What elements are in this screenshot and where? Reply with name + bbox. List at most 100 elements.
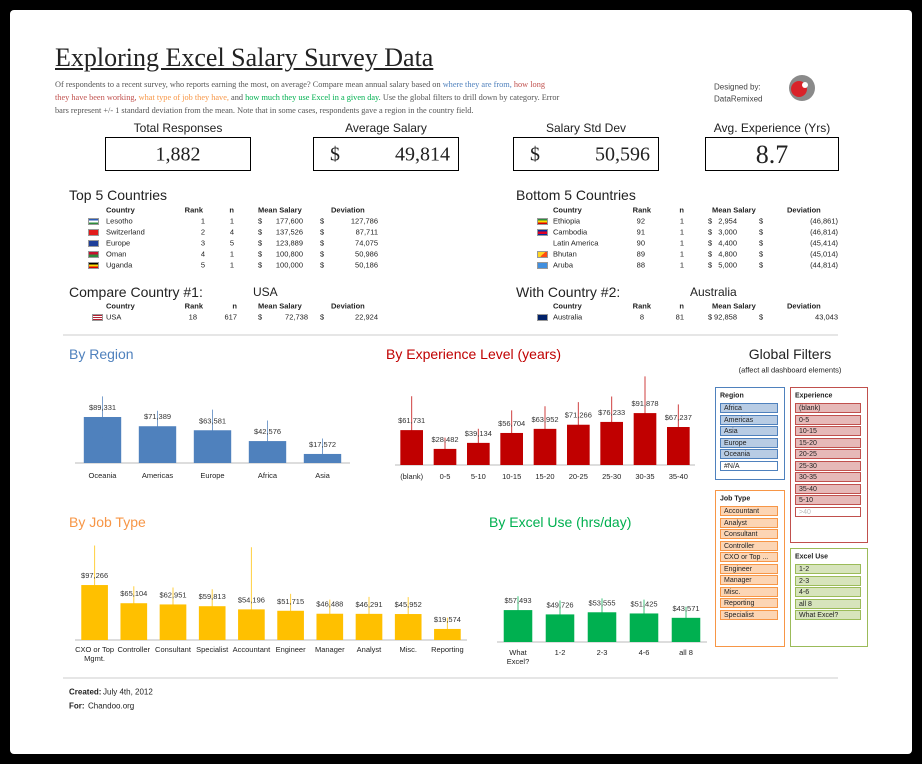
category-label: Controller bbox=[117, 645, 151, 654]
table-cell: Uganda bbox=[106, 260, 133, 270]
chart-title: By Experience Level (years) bbox=[386, 346, 562, 362]
slicer-item[interactable]: 15-20 bbox=[795, 437, 861, 448]
category-label: Specialist bbox=[196, 645, 229, 654]
category-label: Oceania bbox=[88, 471, 117, 480]
slicer-item[interactable]: What Excel? bbox=[795, 610, 861, 620]
kpi-box bbox=[313, 137, 459, 171]
table-cell: (45,414) bbox=[810, 238, 838, 248]
category-label: 1-2 bbox=[554, 648, 566, 657]
category-label: Manager bbox=[314, 645, 345, 654]
slicer-item[interactable]: 1-2 bbox=[795, 564, 861, 574]
category-label: 10-15 bbox=[502, 472, 522, 481]
intro-text: and bbox=[231, 93, 244, 102]
slicer: Experience (blank) 0-5 10-15 15-20 20-25 25-30… bbox=[790, 387, 868, 543]
table-cell: 137,526 bbox=[275, 227, 303, 237]
value-label: $39,134 bbox=[465, 429, 492, 438]
slicer-item[interactable]: Accountant bbox=[720, 506, 778, 516]
value-label: $43,571 bbox=[672, 604, 699, 613]
slicer-item[interactable]: 35-40 bbox=[795, 483, 861, 494]
filters-subtitle: (affect all dashboard elements) bbox=[738, 365, 842, 375]
kpi-box bbox=[705, 137, 839, 171]
column-header: n bbox=[679, 205, 684, 215]
column-header: Rank bbox=[632, 205, 651, 215]
slicer-item[interactable]: #N/A bbox=[720, 460, 778, 471]
value-label: $71,389 bbox=[144, 412, 171, 421]
slicer-item[interactable]: Europe bbox=[720, 437, 778, 448]
slicer-item[interactable]: all 8 bbox=[795, 598, 861, 609]
column-header: Deviation bbox=[331, 301, 365, 311]
column-header: Mean Salary bbox=[712, 301, 756, 311]
table-cell: 92,858 bbox=[714, 312, 737, 322]
slicer-title: Experience bbox=[795, 392, 833, 400]
value-label: $42,576 bbox=[254, 427, 281, 436]
column-header: Mean Salary bbox=[712, 205, 756, 215]
intro-text: how long they have been working, bbox=[55, 80, 545, 102]
slicer-item[interactable]: Analyst bbox=[720, 517, 778, 528]
category-label: Africa bbox=[257, 471, 278, 480]
created-date: July 4th, 2012 bbox=[103, 687, 153, 697]
slicer-item[interactable]: Reporting bbox=[720, 598, 778, 608]
table-cell: 100,000 bbox=[275, 260, 303, 270]
slicer-item[interactable]: Manager bbox=[720, 575, 778, 585]
category-label: 30-35 bbox=[635, 472, 655, 481]
category-label: CXO or Top Mgmt. bbox=[75, 645, 115, 663]
slicer-item[interactable]: (blank) bbox=[795, 403, 861, 413]
table-cell: 1 bbox=[679, 216, 684, 226]
column-header: Deviation bbox=[787, 301, 821, 311]
value-label: $45,952 bbox=[395, 600, 422, 609]
designer: DataRemixed bbox=[714, 94, 763, 104]
flag bbox=[537, 261, 548, 269]
currency-sign: $ bbox=[258, 249, 263, 259]
slicer-item[interactable]: Asia bbox=[720, 426, 778, 436]
table-cell: 1 bbox=[200, 216, 205, 226]
column-header: n bbox=[232, 301, 237, 311]
table-cell: 8 bbox=[639, 312, 644, 322]
currency-sign: $ bbox=[320, 249, 325, 259]
slicer-item[interactable]: 2-3 bbox=[795, 575, 861, 586]
slicer-item[interactable]: Specialist bbox=[720, 609, 778, 620]
value-label: $51,425 bbox=[630, 599, 657, 608]
table-cell: Latin America bbox=[553, 238, 599, 248]
kpi-label: Total Responses bbox=[133, 121, 223, 135]
table-cell: Bhutan bbox=[553, 249, 577, 259]
currency-sign: $ bbox=[708, 312, 713, 322]
slicer-item[interactable]: Engineer bbox=[720, 563, 778, 574]
currency-sign: $ bbox=[258, 312, 263, 322]
currency-sign: $ bbox=[320, 227, 325, 237]
table-cell: 3 bbox=[200, 238, 205, 248]
currency-sign: $ bbox=[320, 260, 325, 270]
value-label: $56,704 bbox=[498, 419, 525, 428]
flag bbox=[88, 261, 99, 269]
table-cell: 18 bbox=[188, 312, 197, 322]
currency-sign: $ bbox=[320, 312, 325, 322]
slicer-item[interactable]: CXO or Top ... bbox=[720, 552, 778, 562]
intro-text: how much they use Excel in a given day. bbox=[245, 93, 381, 102]
logo bbox=[789, 75, 815, 101]
slicer-item[interactable]: 5-10 bbox=[795, 495, 861, 505]
slicer-item[interactable]: Africa bbox=[720, 403, 778, 413]
category-label: 5-10 bbox=[470, 472, 486, 481]
flag bbox=[537, 313, 548, 321]
slicer-item[interactable]: 25-30 bbox=[795, 460, 861, 471]
column-header: Rank bbox=[184, 301, 203, 311]
slicer-item[interactable]: 4-6 bbox=[795, 587, 861, 597]
kpi-value: 50,596 bbox=[595, 143, 650, 166]
slicer-item[interactable]: Americas bbox=[720, 414, 778, 425]
slicer-item[interactable]: Oceania bbox=[720, 449, 778, 459]
value-label: $76,233 bbox=[598, 408, 625, 417]
slicer-item[interactable]: >40 bbox=[795, 506, 861, 517]
table-cell: 4,800 bbox=[718, 249, 737, 259]
table-cell: Cambodia bbox=[553, 227, 588, 237]
value-label: $28,482 bbox=[431, 435, 458, 444]
slicer-item[interactable]: 30-35 bbox=[795, 472, 861, 482]
slicer-item[interactable]: Misc. bbox=[720, 586, 778, 597]
slicer-item[interactable]: 10-15 bbox=[795, 426, 861, 436]
category-label: Analyst bbox=[356, 645, 382, 654]
slicer-item[interactable]: Consultant bbox=[720, 529, 778, 539]
table-cell: Europe bbox=[106, 238, 131, 248]
currency-sign: $ bbox=[759, 216, 764, 226]
slicer-item[interactable]: Controller bbox=[720, 540, 778, 551]
slicer-item[interactable]: 0-5 bbox=[795, 414, 861, 425]
value-label: $67,237 bbox=[665, 413, 692, 422]
slicer-item[interactable]: 20-25 bbox=[795, 449, 861, 459]
